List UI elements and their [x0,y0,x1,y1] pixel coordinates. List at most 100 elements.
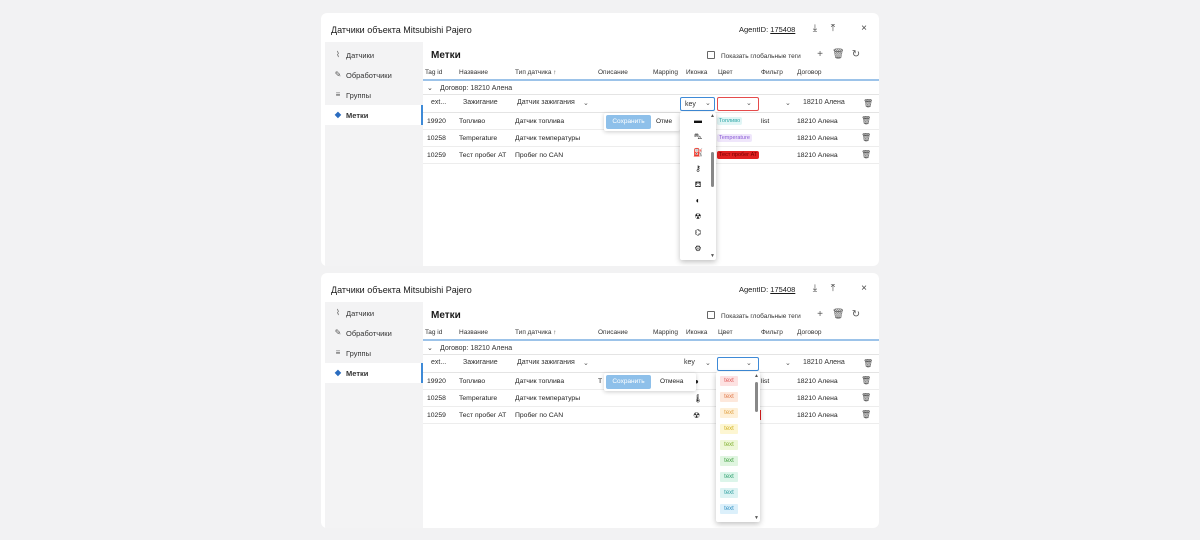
sidebar-item-tags[interactable]: ◆ Метки [325,363,423,383]
download-icon[interactable]: ⤓ [812,23,818,34]
col-mapping[interactable]: Mapping [653,329,678,336]
col-tag-id[interactable]: Tag id [425,329,443,336]
trash-icon[interactable]: 🗑 [861,116,872,125]
oil-can-icon[interactable]: ⛾ [694,180,702,189]
color-option[interactable]: text [720,376,738,386]
cancel-button[interactable]: Отме [656,118,673,125]
trash-icon[interactable]: 🗑 [832,309,845,320]
edit-tag-id[interactable]: ext... [431,359,447,366]
scroll-up-icon[interactable]: ▲ [710,113,715,119]
agent-id-link[interactable]: 175408 [770,25,796,34]
plus-icon[interactable]: + [817,309,823,320]
trash-icon[interactable]: 🗑 [863,359,874,368]
gear-icon[interactable]: ⚙ [694,244,702,253]
col-filter[interactable]: Фильтр [761,69,783,76]
trash-icon[interactable]: 🗑 [861,133,872,142]
color-option[interactable]: text [720,424,738,434]
edit-contract[interactable]: 18210 Алена [803,99,845,106]
chevron-down-icon[interactable]: ⌄ [785,360,791,367]
shield-icon[interactable]: ◐ [695,196,701,205]
trash-icon[interactable]: 🗑 [861,150,872,159]
cancel-button[interactable]: Отмена [660,378,684,385]
color-option[interactable]: text [720,408,738,418]
save-button[interactable]: Сохранить [606,375,651,389]
chevron-down-icon[interactable]: ⌄ [705,360,711,367]
refresh-icon[interactable]: ↻ [851,309,861,320]
col-type[interactable]: Тип датчика ↑ [515,69,557,76]
col-tag-id[interactable]: Tag id [425,69,443,76]
chevron-down-icon[interactable]: ⌄ [746,360,752,367]
color-option[interactable]: text [720,472,738,482]
save-button[interactable]: Сохранить [606,115,651,129]
col-icon[interactable]: Иконка [686,69,708,76]
car-battery-icon[interactable]: ▬ [694,116,702,125]
scrollbar[interactable] [755,382,758,412]
sidebar-item-sensors[interactable]: ⌇ Датчики [325,45,423,65]
sidebar-item-tags[interactable]: ◆ Метки [325,105,423,125]
chevron-down-icon[interactable]: ⌄ [427,345,433,352]
color-select[interactable] [717,357,759,371]
download-icon[interactable]: ⤓ [812,283,818,294]
sidebar-item-sensors[interactable]: ⌇ Датчики [325,303,423,323]
car-crash-icon[interactable]: ⛍ [693,132,703,141]
col-mapping[interactable]: Mapping [653,69,678,76]
trash-icon[interactable]: 🗑 [861,393,872,402]
chevron-down-icon[interactable]: ⌄ [785,100,791,107]
chevron-down-icon[interactable]: ⌄ [427,85,433,92]
close-icon[interactable]: × [861,283,867,294]
color-option[interactable]: text [720,504,738,514]
col-color[interactable]: Цвет [718,329,733,336]
chevron-down-icon[interactable]: ⌄ [705,100,711,107]
table-row[interactable]: 10259 Тест пробег AT Пробег по CAN ☢ 182… [423,407,879,424]
color-option[interactable]: text [720,392,738,402]
color-option[interactable]: text [720,440,738,450]
global-tags-checkbox[interactable] [707,311,715,319]
icon-select[interactable]: key [684,359,695,366]
refresh-icon[interactable]: ↻ [851,49,861,60]
col-name[interactable]: Название [459,69,489,76]
sidebar-item-groups[interactable]: ≡ Группы [325,85,423,105]
satellite-dish-icon[interactable]: ⌬ [694,228,702,237]
radiation-icon[interactable]: ☢ [694,212,702,221]
color-select[interactable] [717,97,759,111]
key-icon[interactable]: ⚷ [695,164,701,173]
edit-type[interactable]: Датчик зажигания [517,359,575,366]
table-row[interactable]: 10258 Temperature Датчик температуры Tem… [423,130,879,147]
trash-icon[interactable]: 🗑 [863,99,874,108]
col-type[interactable]: Тип датчика ↑ [515,329,557,336]
trash-icon[interactable]: 🗑 [861,376,872,385]
close-icon[interactable]: × [861,23,867,34]
scroll-up-icon[interactable]: ▲ [754,373,759,379]
edit-name[interactable]: Зажигание [463,359,498,366]
global-tags-toggle[interactable]: Показать глобальные теги [707,51,801,60]
upload-icon[interactable]: ⤒ [830,23,836,34]
chevron-down-icon[interactable]: ⌄ [746,100,752,107]
edit-type[interactable]: Датчик зажигания [517,99,575,106]
fuel-pump-icon[interactable]: ⛽ [693,148,703,157]
edit-tag-id[interactable]: ext... [431,99,447,106]
sidebar-item-groups[interactable]: ≡ Группы [325,343,423,363]
col-filter[interactable]: Фильтр [761,329,783,336]
col-contract[interactable]: Договор [797,69,822,76]
plus-icon[interactable]: + [817,49,823,60]
col-description[interactable]: Описание [598,329,628,336]
icon-select[interactable]: key [680,97,715,111]
group-row[interactable]: ⌄ Договор: 18210 Алена [423,342,879,355]
chevron-down-icon[interactable]: ⌄ [583,100,589,107]
scrollbar[interactable] [711,152,714,187]
scroll-down-icon[interactable]: ▼ [754,515,759,521]
sidebar-item-handlers[interactable]: ✎ Обработчики [325,65,423,85]
col-description[interactable]: Описание [598,69,628,76]
trash-icon[interactable]: 🗑 [861,410,872,419]
edit-contract[interactable]: 18210 Алена [803,359,845,366]
agent-id-link[interactable]: 175408 [770,285,796,294]
col-color[interactable]: Цвет [718,69,733,76]
col-icon[interactable]: Иконка [686,329,708,336]
table-row[interactable]: 10258 Temperature Датчик температуры 🌡 1… [423,390,879,407]
global-tags-toggle[interactable]: Показать глобальные теги [707,311,801,320]
sidebar-item-handlers[interactable]: ✎ Обработчики [325,323,423,343]
group-row[interactable]: ⌄ Договор: 18210 Алена [423,82,879,95]
color-option[interactable]: text [720,488,738,498]
trash-icon[interactable]: 🗑 [832,49,845,60]
chevron-down-icon[interactable]: ⌄ [583,360,589,367]
